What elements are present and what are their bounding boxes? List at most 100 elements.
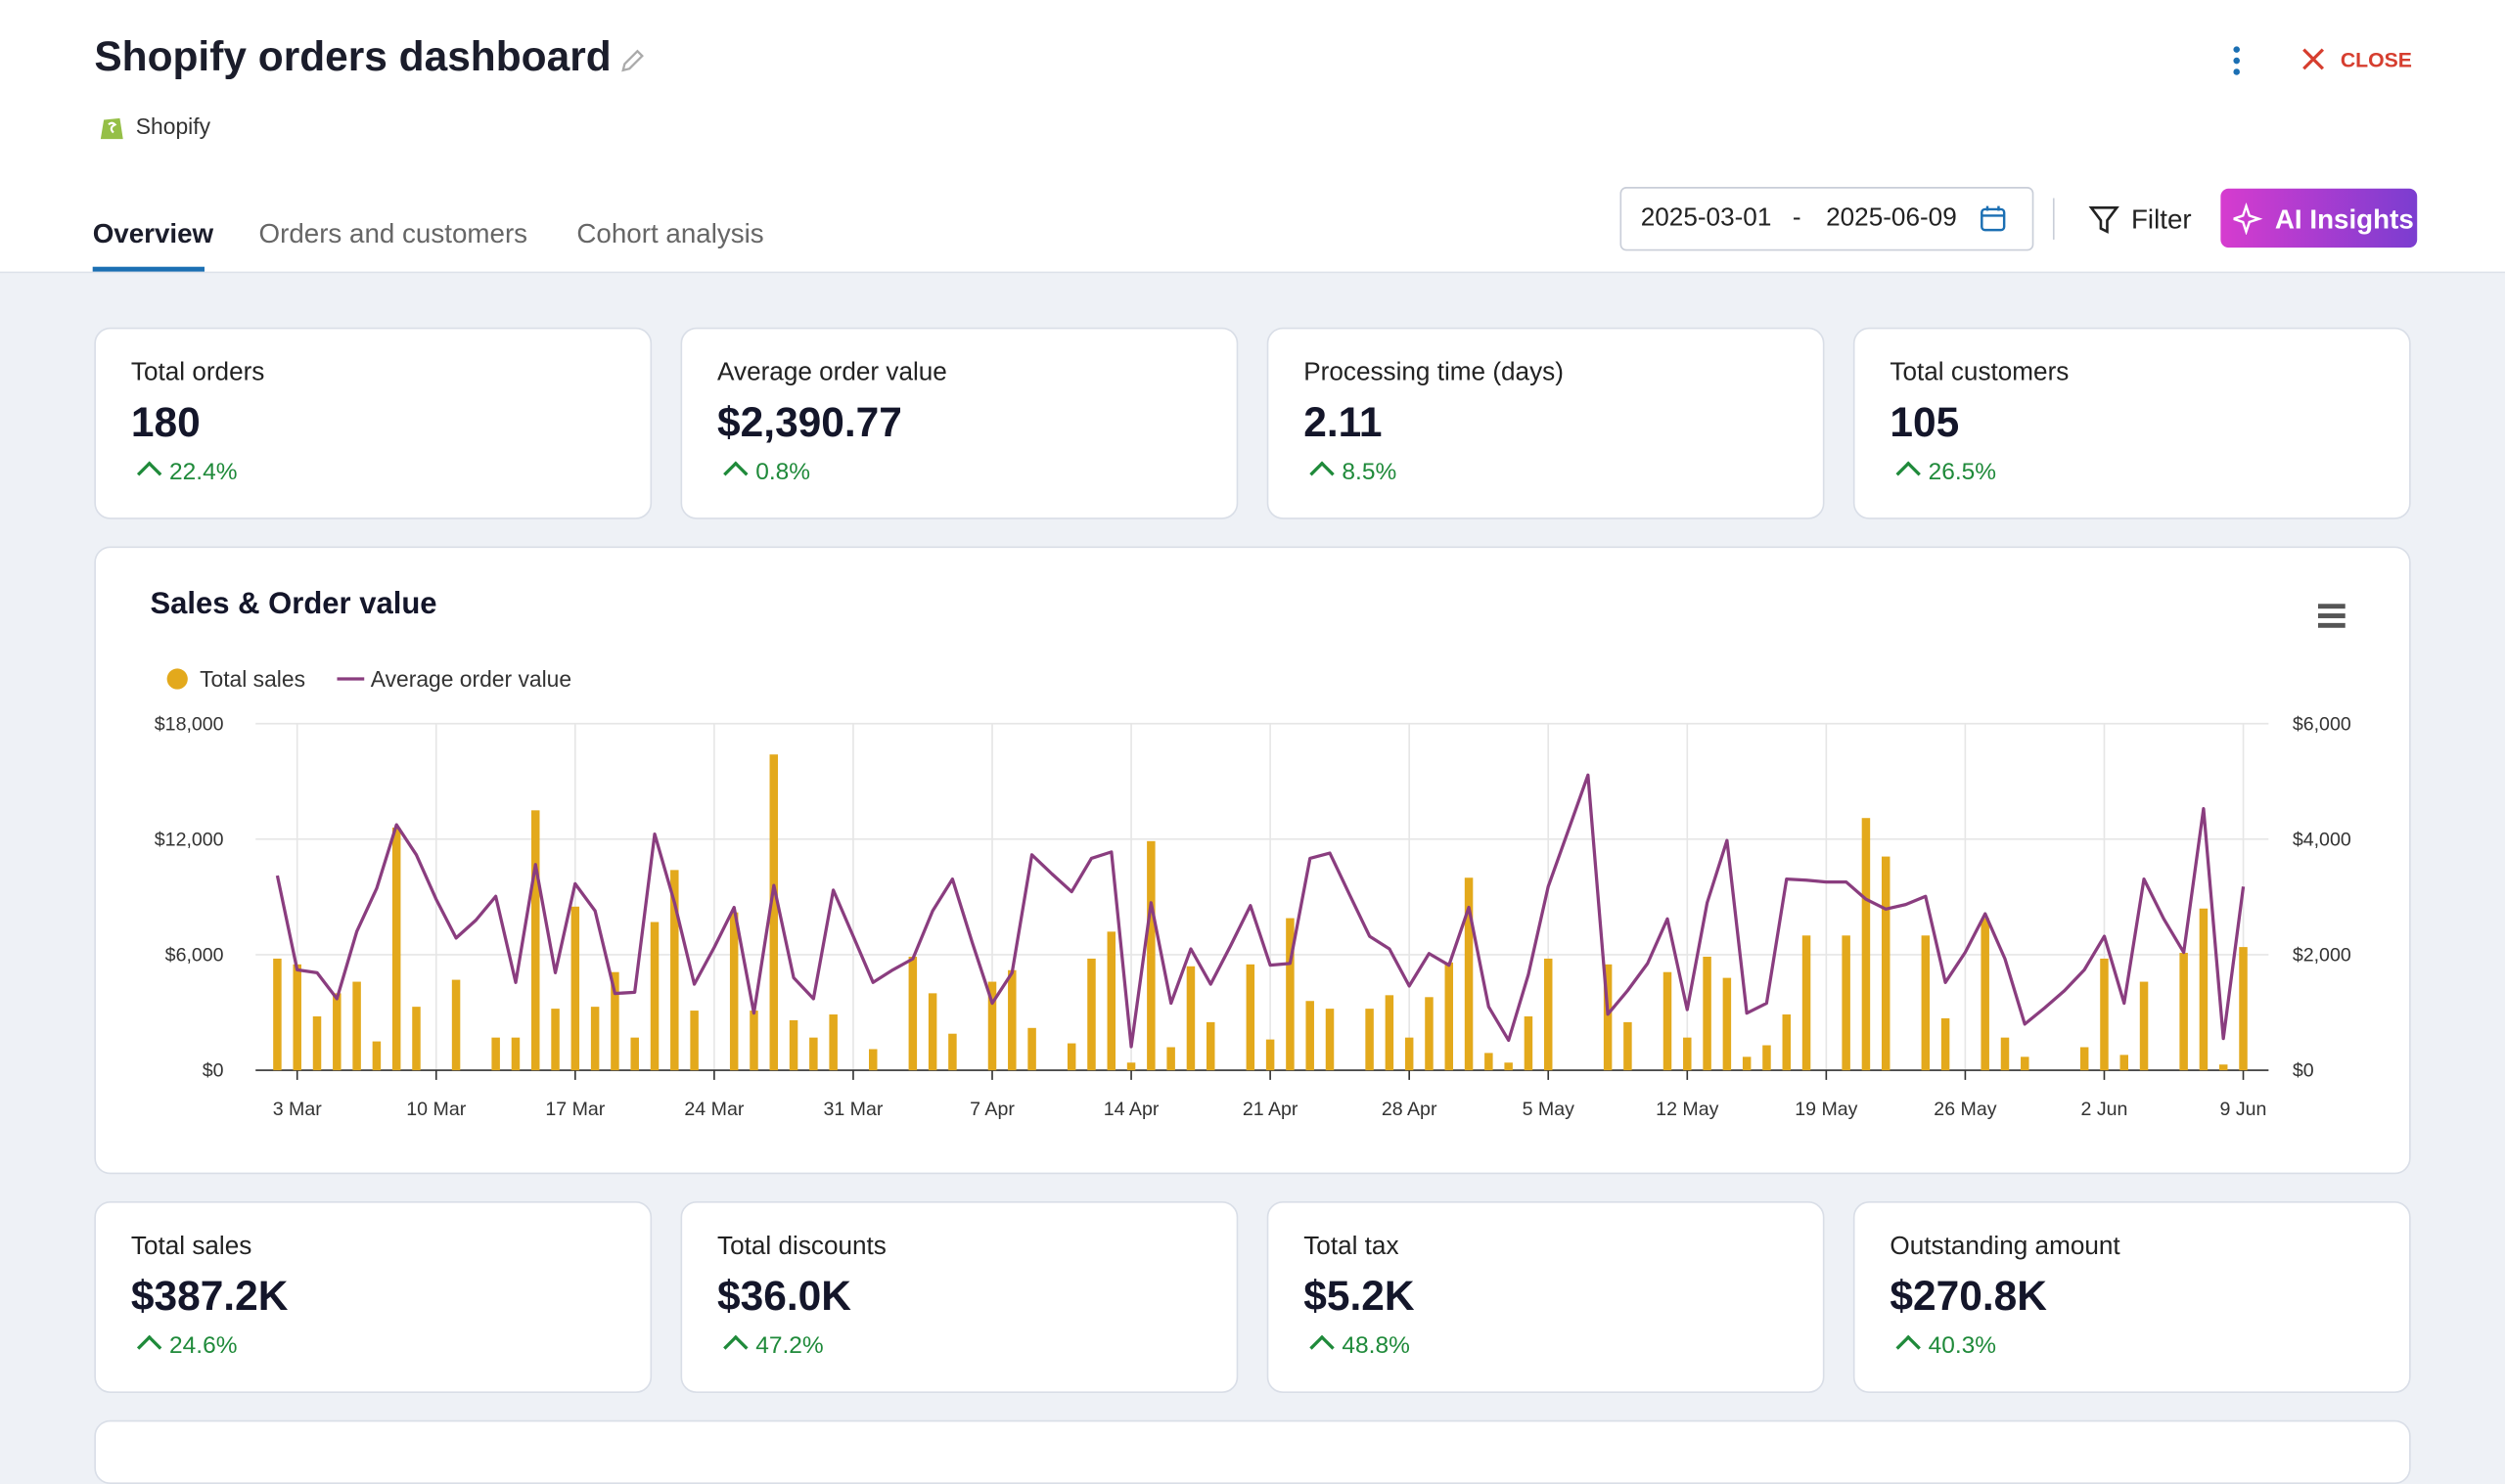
kpi-card: [1266, 1201, 1825, 1393]
bar: [868, 1049, 878, 1071]
source-label: Shopify: [135, 112, 211, 140]
bar: [670, 870, 679, 1071]
chart-title: Sales & Order value: [150, 586, 436, 620]
bar: [1801, 935, 1811, 1071]
kpi-value: 2.11: [1303, 397, 1383, 446]
bar: [1782, 1014, 1792, 1071]
bar: [333, 993, 342, 1071]
bar: [2179, 953, 2188, 1071]
kpi-change: 22.4%: [169, 458, 238, 486]
tab[interactable]: Orders and customers: [258, 218, 528, 249]
bar: [1524, 1015, 1533, 1071]
bar: [2218, 1064, 2228, 1071]
y2-tick-label: $4,000: [2293, 829, 2351, 850]
bar: [1107, 931, 1116, 1071]
kpi-card: [1852, 327, 2411, 519]
y-tick-label: $18,000: [155, 713, 224, 735]
date-separator: -: [1792, 204, 1801, 232]
kpi-card: [1266, 327, 1825, 519]
bar: [1484, 1053, 1493, 1071]
bar: [1662, 971, 1672, 1071]
bar: [412, 1007, 421, 1071]
x-tick-label: 5 May: [1523, 1099, 1575, 1120]
bar: [2000, 1037, 2010, 1071]
y-tick-label: $12,000: [155, 829, 224, 850]
bar: [1286, 918, 1295, 1071]
x-tick-label: 12 May: [1656, 1099, 1718, 1120]
bar: [789, 1019, 798, 1071]
close-icon[interactable]: [2300, 46, 2326, 71]
bar: [491, 1037, 500, 1071]
bar: [650, 922, 660, 1071]
kpi-change: 47.2%: [755, 1331, 824, 1360]
bar: [1087, 958, 1096, 1071]
bar: [372, 1041, 382, 1071]
bar: [1385, 995, 1394, 1071]
bar: [590, 1007, 600, 1071]
kpi-label: Total customers: [1890, 359, 2070, 387]
bar: [2199, 908, 2209, 1071]
y-tick-label: $0: [203, 1060, 224, 1082]
bar: [1425, 997, 1434, 1071]
bar: [948, 1033, 957, 1071]
legend-swatch: [166, 668, 188, 690]
tab[interactable]: Cohort analysis: [576, 218, 764, 249]
bar: [729, 912, 739, 1071]
bar: [273, 958, 282, 1071]
legend-label: Average order value: [371, 666, 571, 692]
kpi-change: 0.8%: [755, 458, 811, 486]
filter-button[interactable]: Filter: [2130, 204, 2192, 236]
x-tick-label: 2 Jun: [2081, 1099, 2128, 1120]
bar: [829, 1014, 838, 1071]
bar: [570, 906, 580, 1071]
kpi-value: $5.2K: [1303, 1271, 1415, 1320]
shopify-logo: [100, 117, 123, 140]
bar: [1126, 1062, 1136, 1071]
kpi-change: 48.8%: [1342, 1331, 1410, 1360]
x-tick-label: 7 Apr: [970, 1099, 1015, 1120]
close-button[interactable]: CLOSE: [2340, 47, 2412, 72]
date-picker[interactable]: [1619, 187, 2034, 251]
bar: [1981, 918, 1989, 1071]
x-tick-label: 14 Apr: [1104, 1099, 1160, 1120]
kpi-value: 180: [130, 397, 201, 446]
x-tick-label: 10 Mar: [406, 1099, 466, 1120]
kpi-label: Total tax: [1303, 1233, 1399, 1261]
bar: [630, 1037, 639, 1071]
kpi-value: $270.8K: [1890, 1271, 2047, 1320]
kpi-label: Processing time (days): [1303, 359, 1564, 387]
bar: [1246, 964, 1255, 1071]
bar: [1464, 877, 1474, 1071]
bar: [1305, 1001, 1314, 1071]
chart: Sales & Order value $0 $6,000 $12,000 $18,00…: [150, 586, 2351, 1120]
page-title: Shopify orders dashboard: [94, 31, 612, 80]
divider: [2052, 198, 2055, 240]
bar: [1940, 1017, 1950, 1071]
kpi-change: 24.6%: [169, 1331, 238, 1360]
bar: [293, 964, 301, 1071]
tab[interactable]: Overview: [92, 218, 214, 249]
kpi-card: [94, 1201, 653, 1393]
x-tick-label: 24 Mar: [684, 1099, 744, 1120]
sparkle-icon: [2233, 202, 2263, 236]
x-tick-label: 28 Apr: [1382, 1099, 1437, 1120]
kpi-card: [680, 327, 1239, 519]
bar: [2021, 1057, 2029, 1071]
date-start: 2025-03-01: [1640, 204, 1772, 232]
kpi-label: Total orders: [130, 359, 265, 387]
more-menu[interactable]: [2224, 43, 2250, 78]
bar: [391, 828, 401, 1071]
y2-tick-label: $2,000: [2293, 945, 2351, 967]
bar: [531, 810, 540, 1071]
bar: [1603, 964, 1613, 1071]
kpi-card: [1852, 1201, 2411, 1393]
edit-icon[interactable]: [618, 46, 647, 74]
bar: [352, 981, 361, 1071]
bar: [1325, 1009, 1335, 1071]
bar: [1623, 1021, 1632, 1071]
bar: [1881, 856, 1890, 1071]
bar: [2119, 1055, 2128, 1071]
bar: [1742, 1057, 1752, 1071]
